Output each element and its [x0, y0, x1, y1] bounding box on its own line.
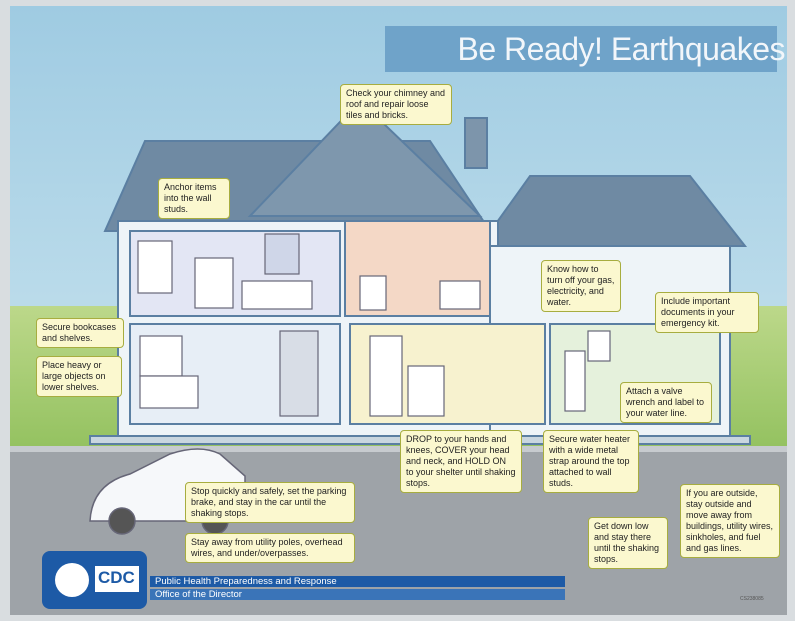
infographic: Be Ready! Earthquakes Check your chimney… — [10, 6, 787, 615]
callout: Get down low and stay there until the sh… — [588, 517, 668, 569]
callout: Place heavy or large objects on lower sh… — [36, 356, 122, 397]
callout: Know how to turn off your gas, electrici… — [541, 260, 621, 312]
title: Be Ready! Earthquakes — [395, 26, 785, 72]
callout: Check your chimney and roof and repair l… — [340, 84, 452, 125]
hhs-seal — [55, 563, 89, 597]
callout: If you are outside, stay outside and mov… — [680, 484, 780, 558]
callout: Stop quickly and safely, set the parking… — [185, 482, 355, 523]
logo-text: CDC — [98, 568, 135, 588]
code: CS238085 — [740, 596, 764, 602]
callout: Anchor items into the wall studs. — [158, 178, 230, 219]
page: Be Ready! Earthquakes Check your chimney… — [0, 0, 795, 621]
callout: DROP to your hands and knees, COVER your… — [400, 430, 522, 493]
callout: Include important documents in your emer… — [655, 292, 759, 333]
callout: Secure water heater with a wide metal st… — [543, 430, 639, 493]
footer-line: Office of the Director — [155, 589, 242, 600]
callout: Stay away from utility poles, overhead w… — [185, 533, 355, 563]
callout: Secure bookcases and shelves. — [36, 318, 124, 348]
curb — [10, 446, 787, 452]
callout: Attach a valve wrench and label to your … — [620, 382, 712, 423]
footer-line: Public Health Preparedness and Response — [155, 576, 337, 587]
